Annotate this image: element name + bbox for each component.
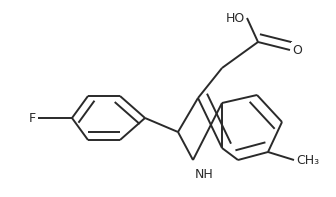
Text: NH: NH [195, 168, 214, 181]
Text: F: F [29, 112, 36, 125]
Text: HO: HO [226, 11, 245, 24]
Text: CH₃: CH₃ [296, 153, 319, 166]
Text: O: O [292, 44, 302, 57]
